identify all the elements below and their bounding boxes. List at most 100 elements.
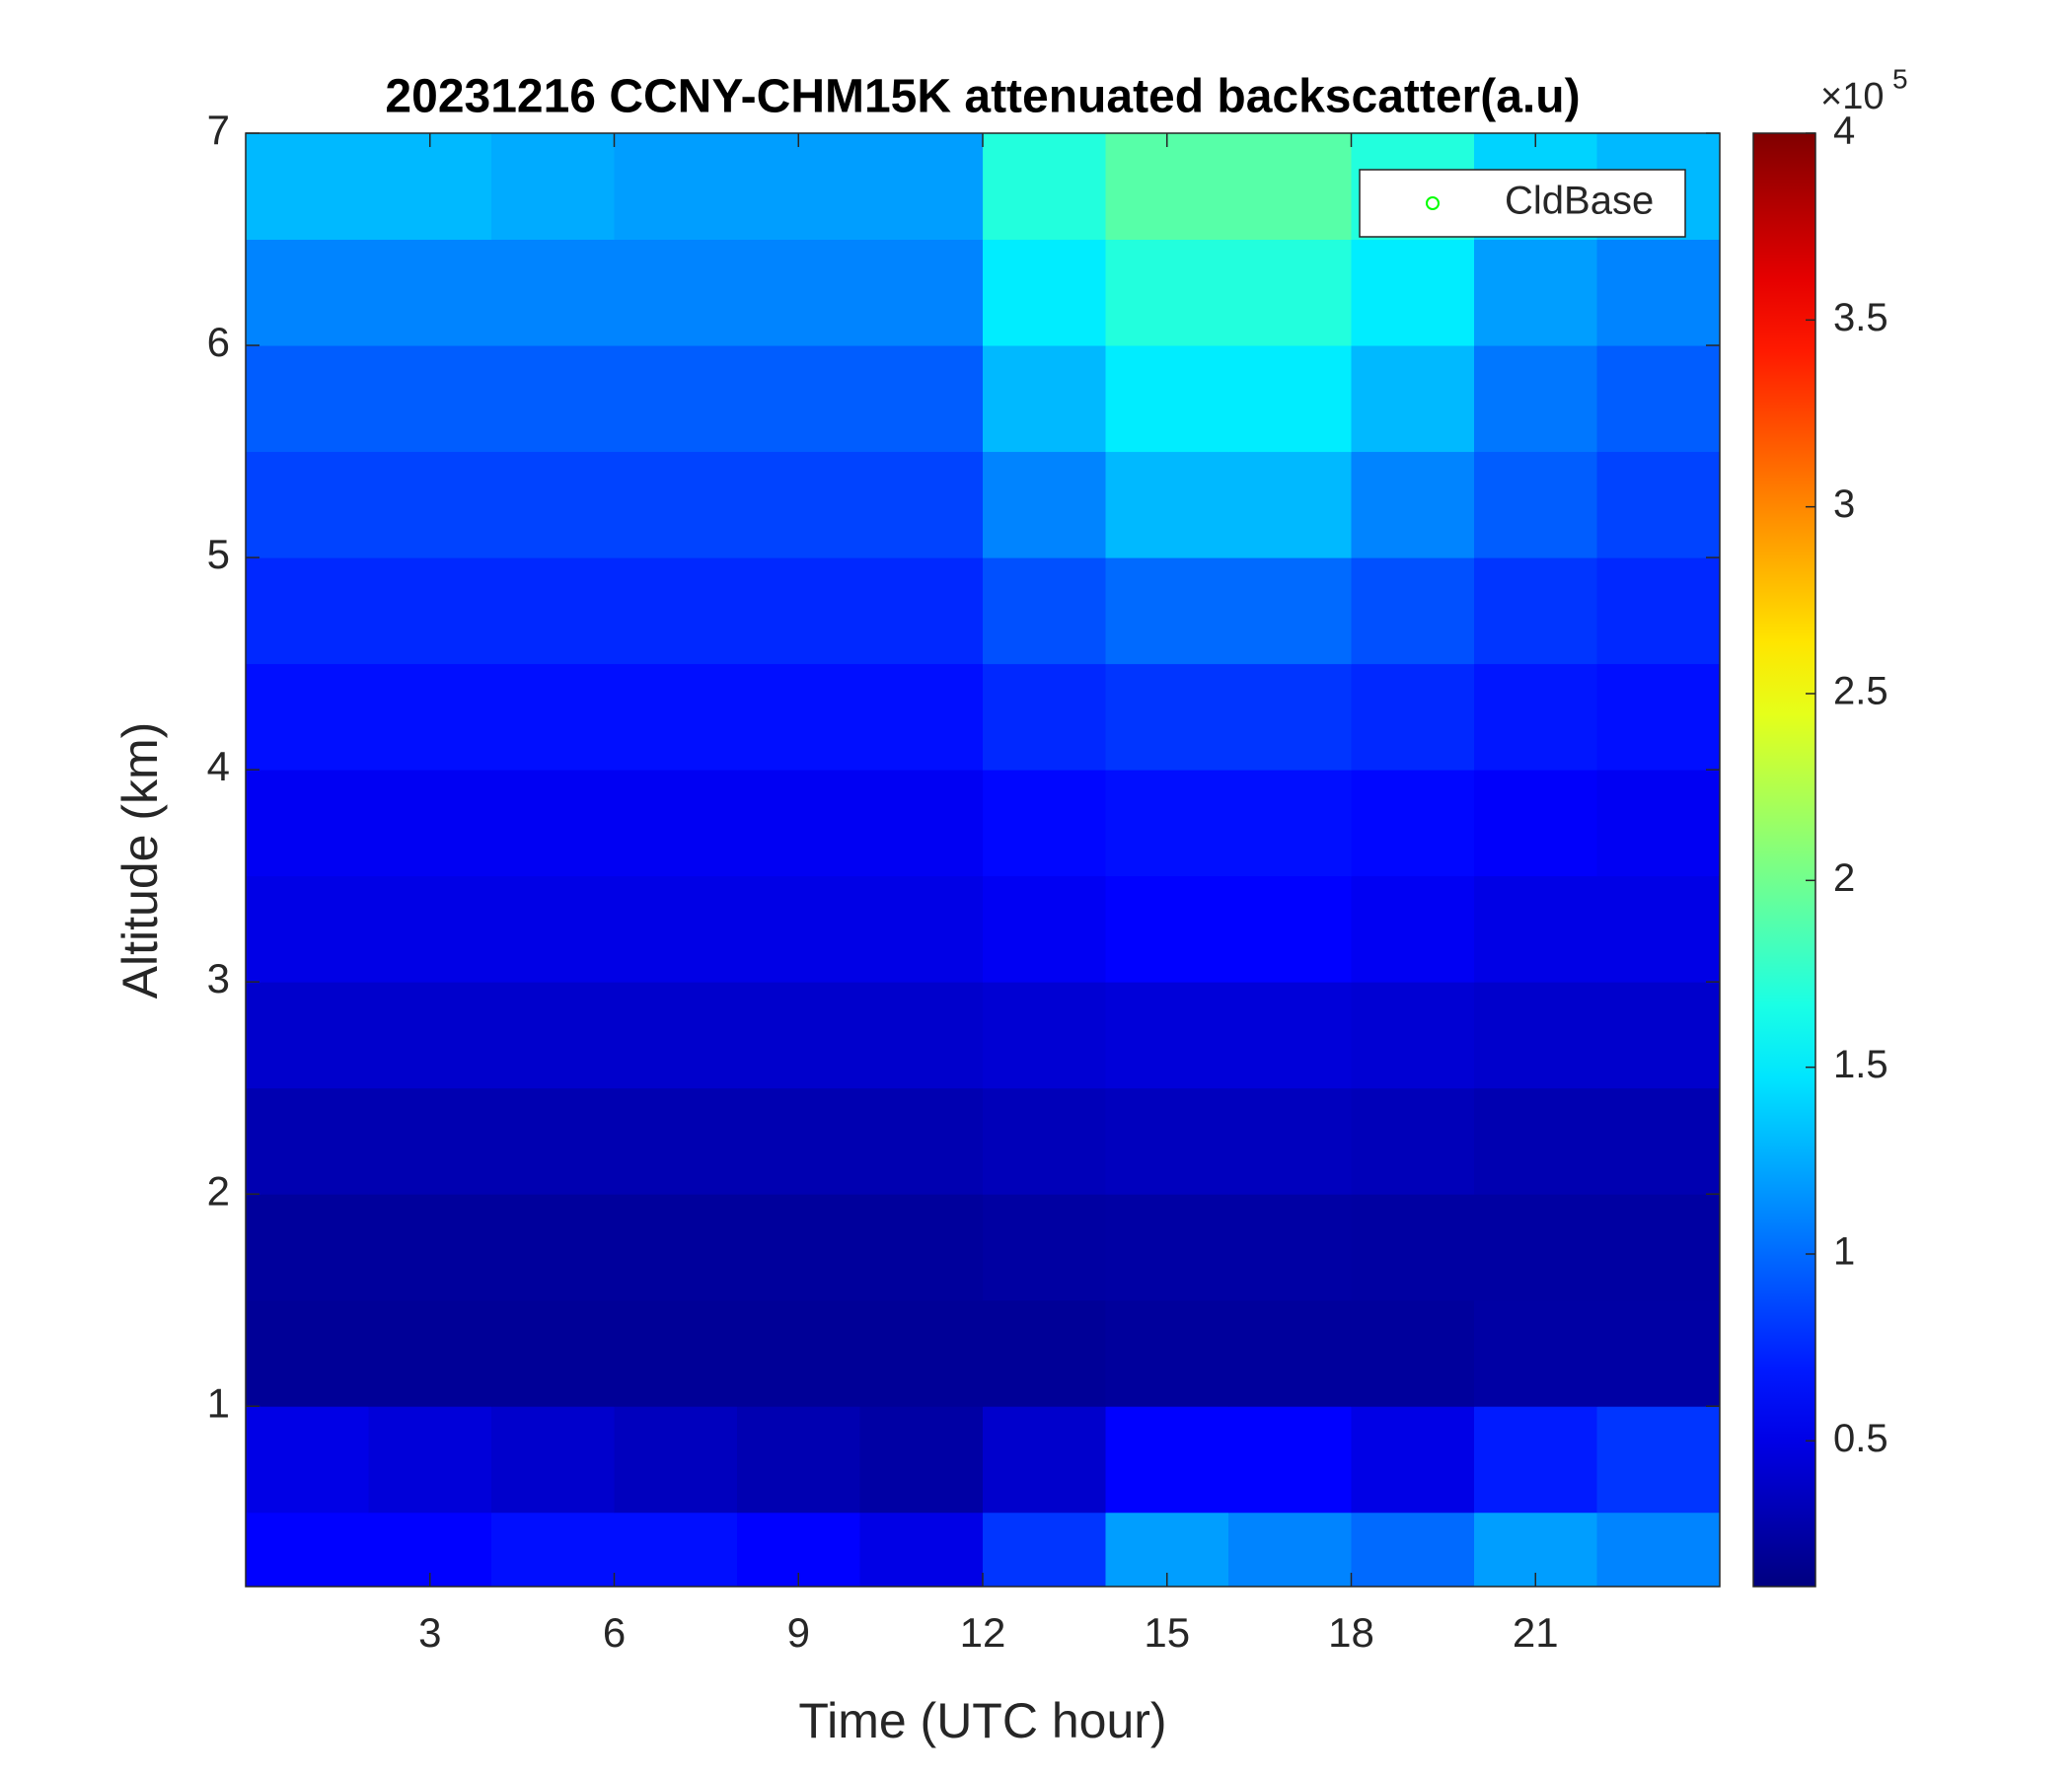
heatmap-cell	[614, 875, 738, 983]
heatmap-cell	[737, 982, 860, 1089]
heatmap-cell	[1351, 557, 1475, 665]
heatmap-cell	[1105, 1194, 1229, 1301]
heatmap-cell	[983, 1299, 1106, 1407]
heatmap-cell	[1105, 557, 1229, 665]
x-tick-label: 3	[418, 1609, 441, 1656]
heatmap-cell	[368, 1194, 492, 1301]
heatmap-cell	[859, 1512, 984, 1588]
heatmap-cell	[983, 451, 1106, 558]
heatmap-cell	[246, 1194, 369, 1301]
heatmap-cell	[1474, 451, 1597, 558]
heatmap-cell	[1351, 875, 1475, 983]
colorbar-tick-label: 3.5	[1833, 296, 1888, 339]
heatmap-cell	[614, 1406, 738, 1514]
heatmap-cell	[737, 345, 860, 453]
heatmap-cell	[1474, 1087, 1597, 1195]
heatmap-cell	[614, 770, 738, 877]
heatmap-cell	[246, 875, 369, 983]
heatmap-cell	[491, 133, 615, 241]
heatmap-cell	[614, 557, 738, 665]
y-tick-label: 5	[207, 531, 230, 577]
heatmap-cell	[859, 1299, 984, 1407]
heatmap-cell	[1596, 1194, 1721, 1301]
heatmap-cell	[859, 345, 984, 453]
colorbar-tick-label: 4	[1833, 110, 1855, 153]
heatmap-cell	[1105, 133, 1229, 241]
heatmap-cell	[1596, 770, 1721, 877]
heatmap-cell	[491, 1512, 615, 1588]
heatmap-cell	[1228, 239, 1352, 346]
heatmap-cell	[737, 239, 860, 346]
heatmap-cell	[1228, 345, 1352, 453]
heatmap-cell	[1351, 1299, 1475, 1407]
colorbar-tick-label: 2.5	[1833, 670, 1888, 713]
heatmap-cell	[737, 1194, 860, 1301]
heatmap-cell	[1105, 1087, 1229, 1195]
heatmap-cell	[1228, 1087, 1352, 1195]
heatmap-cell	[859, 239, 984, 346]
heatmap-cell	[1596, 875, 1721, 983]
heatmap-cell	[859, 1194, 984, 1301]
heatmap-cell	[1596, 345, 1721, 453]
heatmap-cell	[983, 770, 1106, 877]
heatmap-cell	[1474, 1299, 1597, 1407]
y-axis-label: Altitude (km)	[112, 722, 168, 999]
heatmap-cell	[246, 770, 369, 877]
heatmap-cell	[1228, 875, 1352, 983]
heatmap-cell	[1596, 1512, 1721, 1588]
heatmap-cell	[1105, 451, 1229, 558]
heatmap-cell	[1596, 239, 1721, 346]
heatmap-cell	[983, 663, 1106, 771]
heatmap-cell	[1105, 345, 1229, 453]
heatmap-cell	[246, 663, 369, 771]
heatmap-cell	[1228, 982, 1352, 1089]
heatmap-cell	[983, 1406, 1106, 1514]
heatmap-cell	[1474, 875, 1597, 983]
heatmap-cell	[859, 133, 984, 241]
colorbar-multiplier: ×10	[1820, 76, 1884, 117]
heatmap-cell	[1228, 557, 1352, 665]
heatmap-cell	[859, 982, 984, 1089]
colorbar-tick-label: 2	[1833, 856, 1855, 900]
heatmap-cell	[983, 239, 1106, 346]
heatmap-cell	[983, 1512, 1106, 1588]
heatmap-cell	[368, 982, 492, 1089]
heatmap-cell	[1474, 557, 1597, 665]
heatmap-cell	[1596, 663, 1721, 771]
heatmap-cell	[1228, 1512, 1352, 1588]
heatmap-cell	[368, 133, 492, 241]
heatmap-cell	[1105, 239, 1229, 346]
colorbar-exponent: 5	[1892, 63, 1908, 94]
x-tick-label: 12	[960, 1609, 1006, 1656]
heatmap-cell	[1596, 557, 1721, 665]
heatmap-cell	[1474, 770, 1597, 877]
heatmap-cell	[246, 1299, 369, 1407]
heatmap-cell	[1105, 875, 1229, 983]
heatmap-cell	[737, 451, 860, 558]
heatmap-cell	[1228, 1406, 1352, 1514]
heatmap-cell	[1105, 663, 1229, 771]
heatmap-cell	[737, 133, 860, 241]
heatmap-cell	[1596, 1406, 1721, 1514]
x-tick-label: 18	[1328, 1609, 1374, 1656]
heatmap-cell	[983, 1194, 1106, 1301]
heatmap-cell	[614, 1299, 738, 1407]
heatmap-cell	[1105, 1406, 1229, 1514]
heatmap-cell	[1105, 770, 1229, 877]
heatmap-cell	[859, 557, 984, 665]
heatmap-cell	[491, 239, 615, 346]
heatmap-cell	[614, 663, 738, 771]
heatmap-cell	[737, 1299, 860, 1407]
colorbar-tick-label: 0.5	[1833, 1417, 1888, 1460]
heatmap-cell	[983, 557, 1106, 665]
heatmap-cell	[1351, 451, 1475, 558]
heatmap-cell	[1228, 451, 1352, 558]
x-tick-label: 21	[1513, 1609, 1559, 1656]
heatmap-cell	[614, 239, 738, 346]
heatmap-cell	[1351, 663, 1475, 771]
heatmap-cell	[859, 1406, 984, 1514]
heatmap-cell	[368, 1087, 492, 1195]
heatmap-cell	[1351, 770, 1475, 877]
heatmap-cell	[368, 1299, 492, 1407]
heatmap-cell	[1351, 1406, 1475, 1514]
